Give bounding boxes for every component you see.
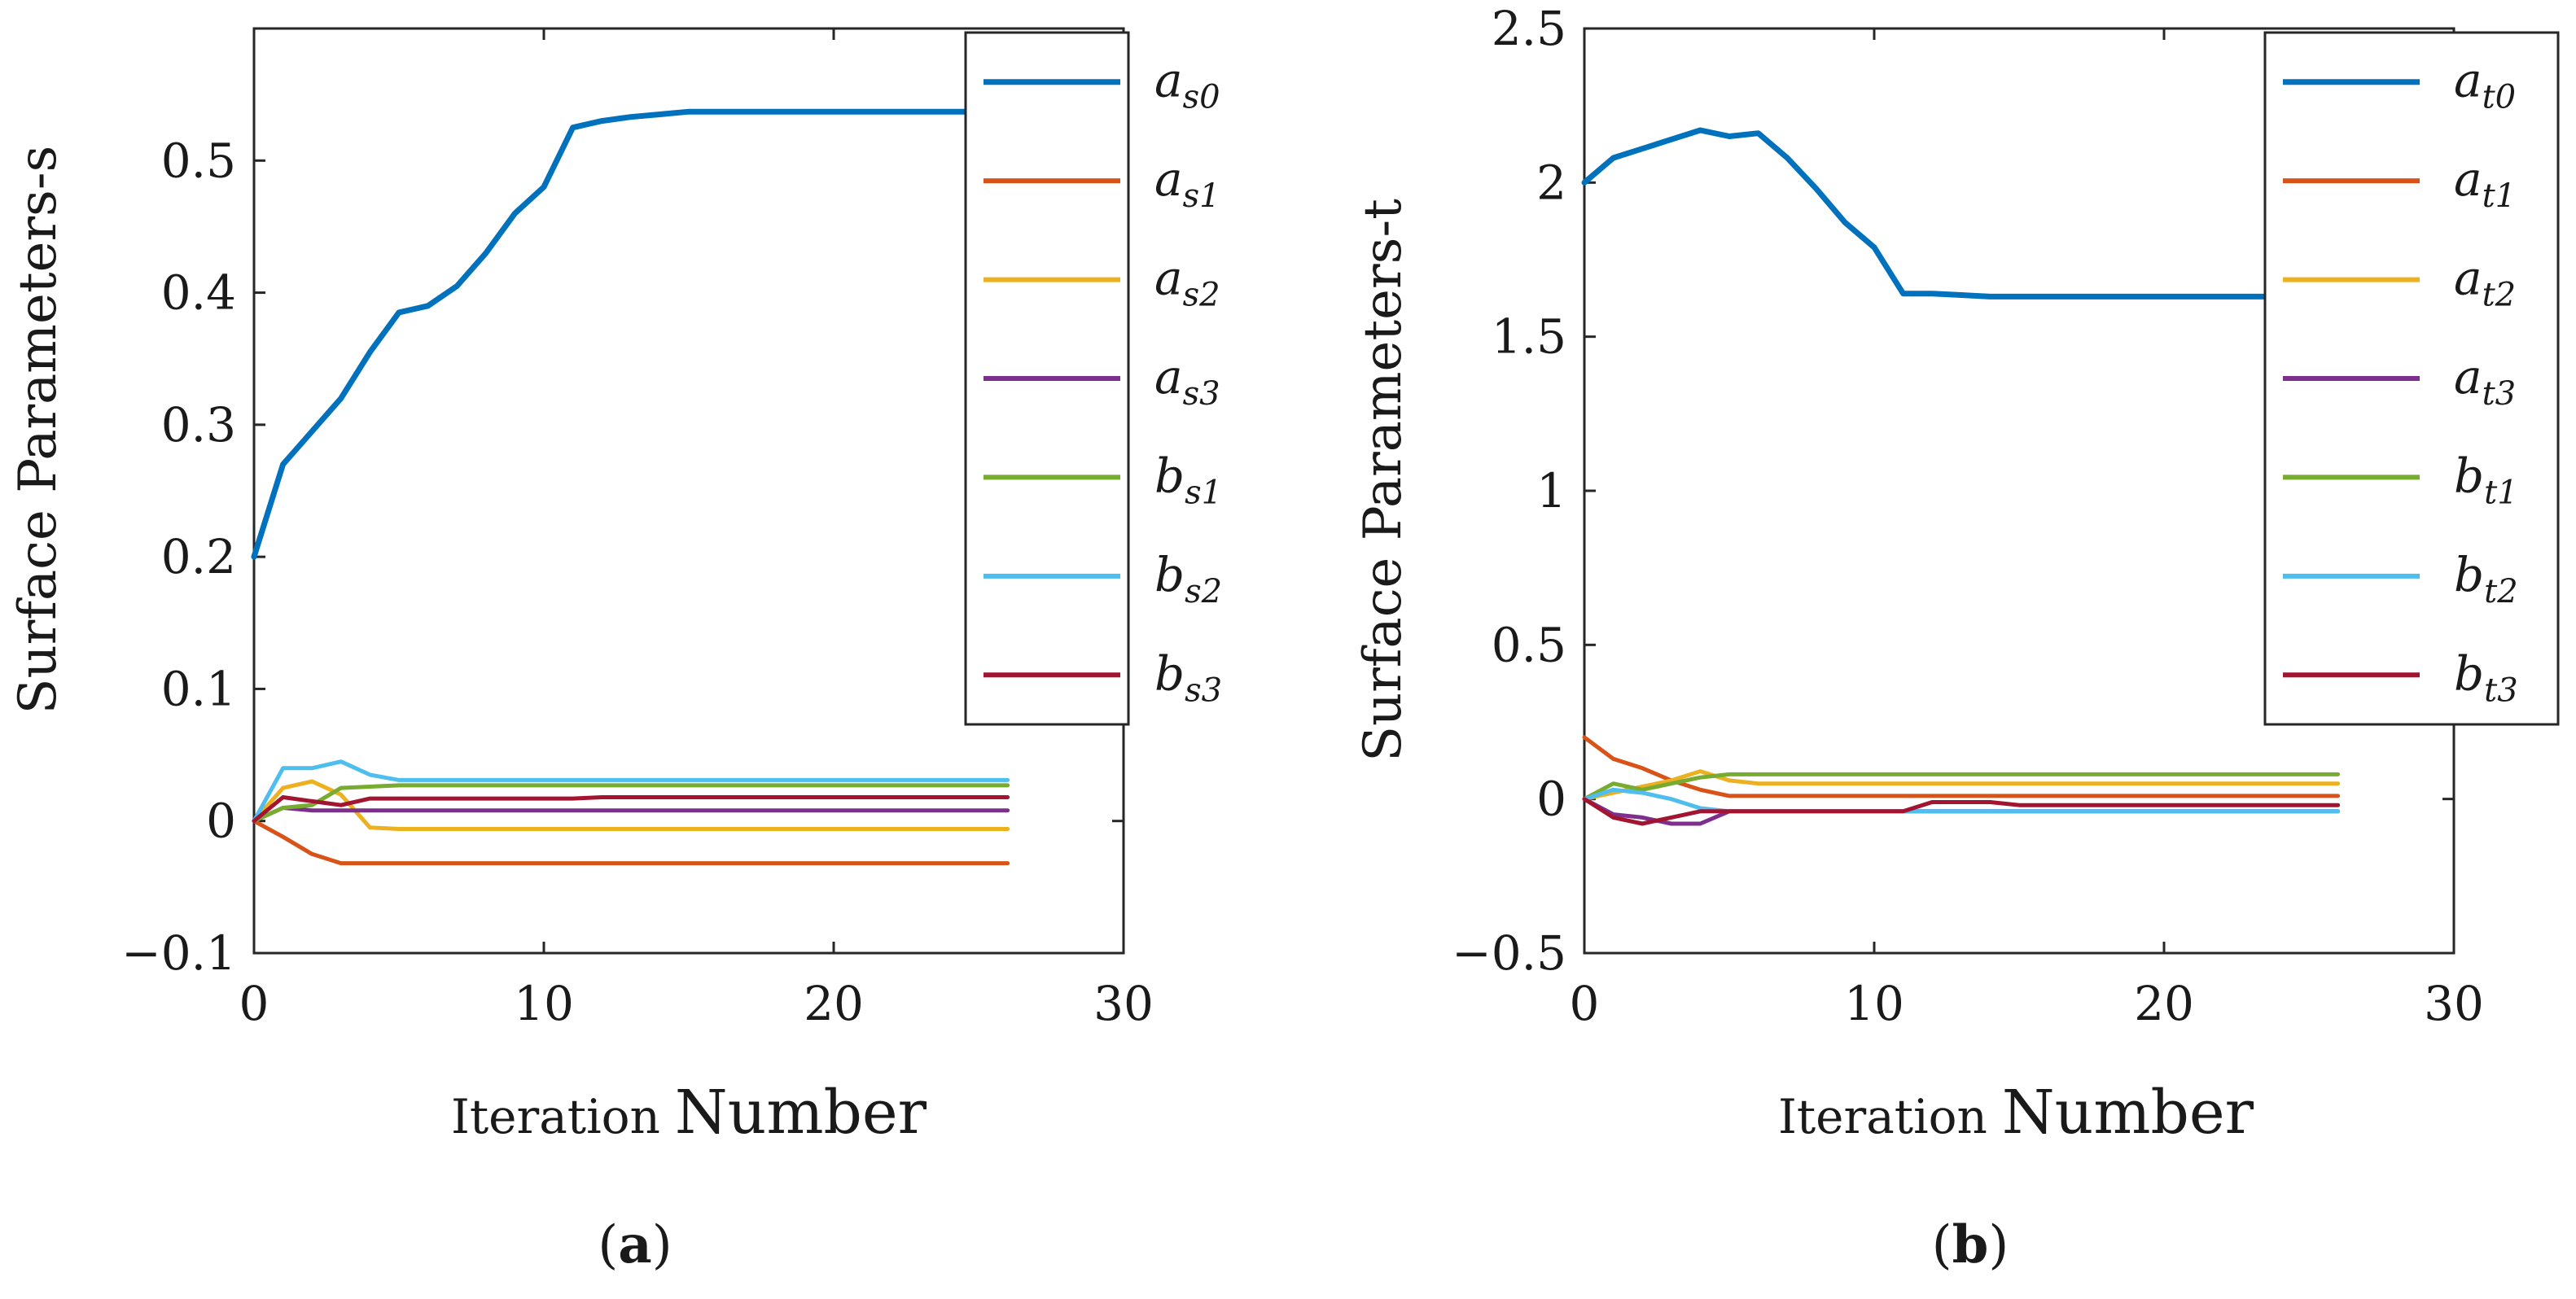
- y-tick-label-b-1: 0: [1536, 772, 1566, 827]
- legend-sub-bs3: s3: [1185, 671, 1222, 709]
- legend-label-bt1: bt1: [2454, 448, 2518, 511]
- legend-sub-at2: t2: [2482, 277, 2517, 314]
- series-line-as1: [252, 819, 1010, 866]
- legend-base-as3: a: [1154, 349, 1183, 405]
- x-tick-label-a-1: 10: [514, 976, 574, 1031]
- legend-sub-bs1: s1: [1185, 474, 1222, 511]
- x-axis-label-part1-a: Iteration: [451, 1089, 660, 1144]
- legend-base-as2: a: [1154, 251, 1183, 306]
- panel-label-open-b: (: [1932, 1215, 1952, 1275]
- legend-base-at2: a: [2454, 251, 2482, 306]
- series-line-at2: [1582, 769, 2341, 802]
- x-axis-label-part2-a: Number: [675, 1078, 927, 1148]
- series-line-at1: [1582, 735, 2341, 798]
- legend-sub-as2: s2: [1183, 277, 1220, 314]
- legend-base-bt3: b: [2454, 645, 2484, 701]
- legend-sub-bs2: s2: [1185, 573, 1222, 610]
- legend-sub-as3: s3: [1183, 375, 1220, 413]
- panel-label-letter-b: b: [1952, 1214, 1989, 1275]
- legend-sub-bt3: t3: [2484, 671, 2518, 709]
- legend-label-at2: at2: [2454, 251, 2516, 314]
- legend-sub-at3: t3: [2482, 375, 2517, 413]
- legend-label-at1: at1: [2454, 151, 2516, 215]
- legend-base-as0: a: [1154, 53, 1183, 108]
- legend-label-bt2: bt2: [2454, 547, 2518, 610]
- legend-label-as2: as2: [1154, 251, 1220, 314]
- x-axis-label-a: Iteration Number: [451, 1078, 927, 1148]
- series-line-bt3: [1582, 797, 2341, 826]
- legend-base-at0: a: [2454, 53, 2482, 108]
- y-tick-label-b-4: 1.5: [1492, 309, 1566, 365]
- y-tick-label-a-5: 0.4: [161, 265, 236, 321]
- y-tick-label-a-0: −0.1: [121, 925, 236, 981]
- y-tick-label-b-2: 0.5: [1492, 617, 1566, 672]
- x-tick-label-a-2: 20: [804, 976, 864, 1031]
- legend-label-bt3: bt3: [2454, 645, 2518, 709]
- legend-sub-at1: t1: [2482, 177, 2517, 215]
- legend-label-bs3: bs3: [1154, 645, 1222, 709]
- panel-b: 0 10 20 30−0.500.511.522.5at0at1at2at3bt1bt…: [1353, 1, 2560, 1275]
- series-line-as2: [252, 779, 1010, 831]
- legend-base-bs3: b: [1154, 645, 1185, 701]
- legend-base-at1: a: [2454, 151, 2482, 207]
- x-tick-label-b-1: 10: [1844, 976, 1904, 1031]
- y-tick-label-b-5: 2: [1536, 155, 1566, 210]
- legend-base-bs1: b: [1154, 448, 1185, 503]
- y-tick-label-a-3: 0.2: [161, 529, 236, 584]
- y-tick-label-a-6: 0.5: [161, 133, 236, 188]
- legend-label-as0: as0: [1154, 53, 1220, 116]
- panel-label-b: (b): [1932, 1214, 2009, 1275]
- legend-base-as1: a: [1154, 151, 1183, 207]
- y-axis-label-a: Surface Parameters-s: [8, 146, 68, 715]
- x-axis-label-b: Iteration Number: [1778, 1078, 2254, 1148]
- x-axis-label-part2-b: Number: [2002, 1078, 2254, 1148]
- y-tick-label-b-0: −0.5: [1452, 925, 1566, 981]
- legend-sub-bt2: t2: [2484, 573, 2518, 610]
- legend-sub-bt1: t1: [2484, 474, 2518, 511]
- series-line-bs2: [252, 759, 1010, 824]
- y-tick-label-b-6: 2.5: [1492, 1, 1566, 56]
- y-axis-label-b: Surface Parameters-t: [1353, 199, 1413, 762]
- series-line-bt2: [1582, 787, 2341, 814]
- y-tick-label-b-3: 1: [1536, 463, 1566, 518]
- panel-label-close-a: ): [652, 1215, 672, 1275]
- series-line-at0: [1581, 127, 2342, 300]
- legend-base-bt1: b: [2454, 448, 2484, 503]
- x-tick-label-b-3: 30: [2424, 976, 2484, 1031]
- series-line-as3: [252, 806, 1010, 824]
- legend-sub-as1: s1: [1183, 177, 1220, 215]
- panel-label-close-b: ): [1988, 1215, 2009, 1275]
- x-tick-label-a-0: 0: [239, 976, 269, 1031]
- y-tick-label-a-4: 0.3: [161, 397, 236, 453]
- panel-a: 0 10 20 30−0.100.10.20.30.40.5as0as1as2as3b…: [8, 27, 1222, 1275]
- legend-sub-at0: t0: [2482, 79, 2517, 116]
- legend-label-as1: as1: [1154, 151, 1220, 215]
- x-tick-label-a-3: 30: [1093, 976, 1154, 1031]
- legend-sub-as0: s0: [1183, 79, 1220, 116]
- series-line-bs1: [252, 783, 1010, 824]
- legend-label-as3: as3: [1154, 349, 1220, 413]
- x-tick-label-b-2: 20: [2134, 976, 2194, 1031]
- legend-label-bs1: bs1: [1154, 448, 1222, 511]
- panel-label-a: (a): [598, 1214, 672, 1275]
- series-line-as0: [251, 108, 1011, 560]
- legend-label-at0: at0: [2454, 53, 2516, 116]
- panel-label-open-a: (: [598, 1215, 618, 1275]
- y-tick-label-a-1: 0: [206, 794, 236, 849]
- series-line-bs3: [252, 795, 1010, 824]
- series-line-bt1: [1582, 772, 2341, 802]
- x-axis-label-part1-b: Iteration: [1778, 1089, 1987, 1144]
- legend-base-bt2: b: [2454, 547, 2484, 602]
- legend-base-bs2: b: [1154, 547, 1185, 602]
- x-tick-label-b-0: 0: [1570, 976, 1600, 1031]
- legend-base-at3: a: [2454, 349, 2482, 405]
- y-tick-label-a-2: 0.1: [161, 661, 236, 716]
- panel-label-letter-a: a: [618, 1214, 651, 1275]
- legend-label-at3: at3: [2454, 349, 2516, 413]
- legend-label-bs2: bs2: [1154, 547, 1222, 610]
